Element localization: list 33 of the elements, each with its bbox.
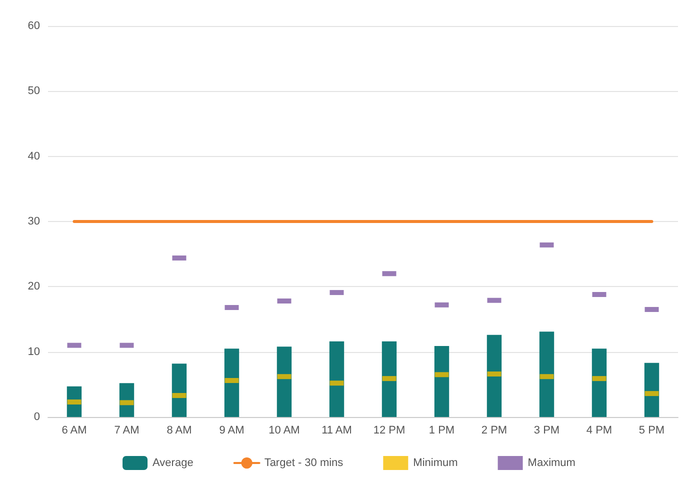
x-tick-label: 11 AM — [322, 424, 352, 436]
bar — [172, 364, 187, 417]
bar — [539, 332, 554, 417]
x-tick-label: 7 AM — [114, 424, 140, 436]
x-tick-label: 1 PM — [428, 424, 455, 436]
x-tick-label: 5 PM — [638, 424, 665, 436]
x-tick-label: 4 PM — [586, 424, 612, 436]
y-tick-label: 10 — [28, 346, 40, 358]
legend-label: Maximum — [528, 457, 576, 469]
y-tick-label: 50 — [28, 85, 40, 98]
bar — [486, 334, 502, 417]
bar — [382, 341, 397, 417]
legend-label: Minimum — [413, 457, 458, 469]
x-tick-label: 2 PM — [481, 424, 508, 436]
x-tick-label: 12 PM — [373, 424, 406, 436]
bar — [224, 348, 240, 417]
x-tick-label: 8 AM — [166, 424, 192, 436]
legend-label: Target - 30 mins — [264, 457, 344, 469]
bar — [592, 348, 607, 417]
x-tick-label: 10 AM — [268, 424, 300, 436]
x-tick-label: 3 PM — [534, 424, 560, 436]
x-tick-label: 9 AM — [219, 424, 244, 436]
y-tick-label: 20 — [28, 280, 40, 293]
x-tick-label: 6 AM — [62, 424, 87, 436]
y-tick-label: 40 — [28, 150, 40, 162]
y-tick-label: 30 — [28, 216, 40, 228]
legend-label: Average — [152, 457, 194, 469]
bar — [276, 346, 292, 417]
bar — [434, 346, 450, 417]
bar — [329, 341, 344, 417]
y-tick-label: 0 — [34, 411, 40, 423]
y-tick-label: 60 — [28, 20, 40, 32]
bar — [644, 362, 660, 417]
